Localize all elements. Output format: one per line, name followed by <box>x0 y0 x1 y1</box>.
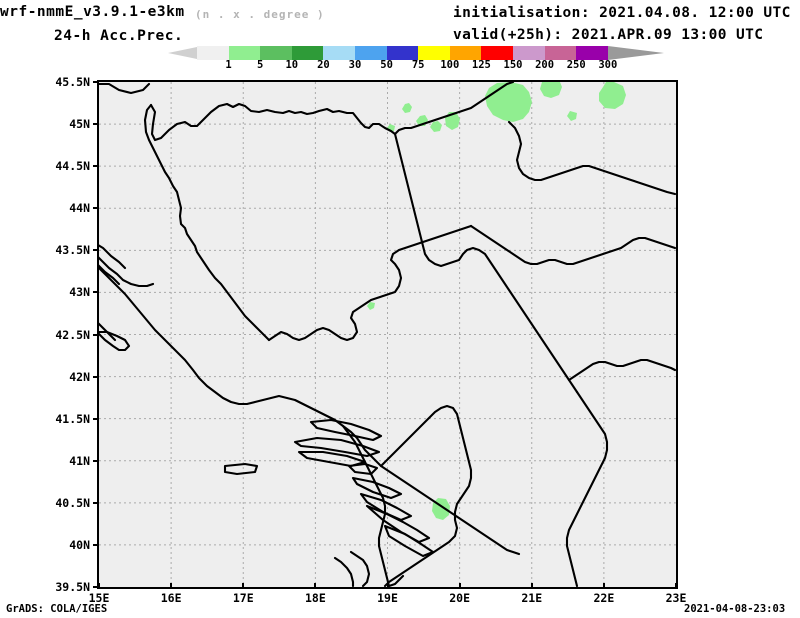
lat-tick-43N <box>93 291 99 294</box>
lat-tick-42N <box>93 375 99 378</box>
lat-tick-43.5N <box>93 249 99 252</box>
lon-label-19E: 19E <box>377 591 398 605</box>
colorbar-cell-7 <box>418 46 450 60</box>
lon-label-23E: 23E <box>665 591 687 605</box>
lon-tick-17E <box>242 583 245 589</box>
lon-tick-20E <box>458 583 461 589</box>
lat-label-40.5N: 40.5N <box>55 495 90 510</box>
lon-label-18E: 18E <box>304 591 326 605</box>
model-title-ghost: (n . x . degree ) <box>195 8 325 21</box>
colorbar-cell-8 <box>449 46 482 60</box>
lon-tick-19E <box>386 583 389 589</box>
lon-label-17E: 17E <box>232 591 254 605</box>
coastlines-and-borders <box>99 82 676 587</box>
model-title: wrf-nmmE_v3.9.1-e3km <box>0 4 185 20</box>
precip-shading <box>367 82 626 520</box>
map-plot-area[interactable] <box>97 80 678 589</box>
colorbar-label-150: 150 <box>503 59 523 71</box>
valid-time: valid(+25h): 2021.APR.09 13:00 UTC <box>453 27 764 43</box>
colorbar-label-20: 20 <box>317 59 330 71</box>
colorbar-cell-4 <box>323 46 355 60</box>
map-canvas <box>99 82 676 587</box>
lon-label-22E: 22E <box>593 591 615 605</box>
map-gridlines <box>99 82 676 587</box>
lat-tick-41.5N <box>93 417 99 420</box>
colorbar-label-1: 1 <box>225 59 232 71</box>
colorbar-label-50: 50 <box>380 59 393 71</box>
colorbar-label-125: 125 <box>471 59 491 71</box>
lon-label-15E: 15E <box>88 591 110 605</box>
field-title: 24-h Acc.Prec. <box>54 28 184 44</box>
lon-tick-21E <box>530 583 533 589</box>
colorbar-cell-12 <box>576 46 608 60</box>
lat-label-40N: 40N <box>69 537 90 552</box>
colorbar-label-75: 75 <box>411 59 425 71</box>
lat-label-45.5N: 45.5N <box>55 75 90 89</box>
lat-tick-41N <box>93 459 99 462</box>
colorbar-label-30: 30 <box>348 59 362 71</box>
lat-label-41.5N: 41.5N <box>55 411 90 426</box>
lat-label-42.5N: 42.5N <box>55 327 90 342</box>
lat-tick-44N <box>93 207 99 210</box>
lat-tick-39.5N <box>93 586 99 588</box>
lon-tick-16E <box>170 583 173 589</box>
footer-credit: GrADS: COLA/IGES <box>6 603 108 615</box>
lon-tick-15E <box>98 583 100 589</box>
colorbar-underflow-arrow <box>168 47 197 59</box>
lon-label-20E: 20E <box>449 591 471 605</box>
lon-label-16E: 16E <box>160 591 182 605</box>
lat-label-41N: 41N <box>69 453 90 468</box>
colorbar-cell-1 <box>228 46 261 60</box>
lat-tick-42.5N <box>93 333 99 336</box>
lat-tick-40N <box>93 543 99 546</box>
lat-tick-45N <box>93 123 99 126</box>
lat-label-45N: 45N <box>69 117 90 132</box>
colorbar-label-250: 250 <box>566 59 586 71</box>
colorbar-label-10: 10 <box>285 59 299 71</box>
lat-tick-45.5N <box>93 81 99 83</box>
lat-label-39.5N: 39.5N <box>55 580 90 594</box>
colorbar-cell-11 <box>544 46 577 60</box>
colorbar-overflow-arrow <box>607 46 664 60</box>
footer-timestamp: 2021-04-08-23:03 <box>684 603 786 615</box>
lat-label-43N: 43N <box>69 285 90 300</box>
lon-label-21E: 21E <box>521 591 543 605</box>
initialisation-time: initialisation: 2021.04.08. 12:00 UTC <box>453 5 791 21</box>
colorbar-strip <box>197 46 608 60</box>
colorbar-label-200: 200 <box>535 59 555 71</box>
colorbar-cell-5 <box>354 46 387 60</box>
lat-tick-40.5N <box>93 501 99 504</box>
colorbar-label-100: 100 <box>440 59 460 71</box>
colorbar-cell-3 <box>291 46 324 60</box>
lon-tick-18E <box>314 583 317 589</box>
lat-label-43.5N: 43.5N <box>55 243 90 258</box>
lat-label-44.5N: 44.5N <box>55 159 90 174</box>
colorbar-cell-10 <box>512 46 545 60</box>
colorbar-cell-0 <box>197 46 229 60</box>
lon-tick-22E <box>602 583 605 589</box>
lon-tick-23E <box>675 583 677 589</box>
colorbar-cell-2 <box>260 46 292 60</box>
colorbar-label-5: 5 <box>257 59 264 71</box>
colorbar-label-300: 300 <box>598 59 618 71</box>
colorbar: 1 5 10 20 30 50 75 100 125 150 200 250 300 <box>168 46 664 71</box>
colorbar-cell-9 <box>481 46 513 60</box>
lat-tick-44.5N <box>93 165 99 168</box>
lat-label-44N: 44N <box>69 201 90 216</box>
colorbar-cell-6 <box>386 46 419 60</box>
lat-label-42N: 42N <box>69 369 90 384</box>
